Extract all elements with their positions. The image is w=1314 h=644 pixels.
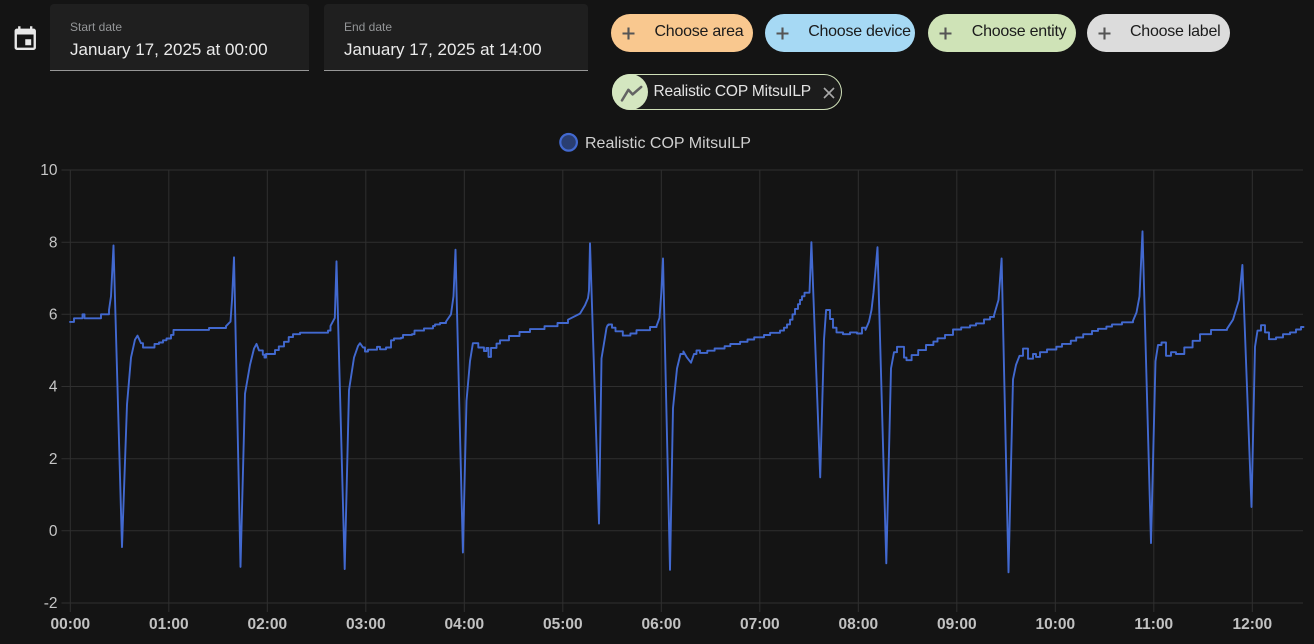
svg-text:05:00: 05:00 [543,616,583,633]
svg-text:09:00: 09:00 [937,616,977,633]
svg-text:00:00: 00:00 [50,616,90,633]
svg-text:12:00: 12:00 [1232,616,1272,633]
svg-text:04:00: 04:00 [444,616,484,633]
svg-text:4: 4 [49,379,58,396]
svg-text:03:00: 03:00 [346,616,386,633]
svg-text:11:00: 11:00 [1134,616,1173,633]
svg-text:01:00: 01:00 [149,616,189,633]
svg-text:02:00: 02:00 [247,616,287,633]
svg-text:10:00: 10:00 [1035,616,1075,633]
svg-text:-2: -2 [44,595,58,612]
svg-text:6: 6 [49,307,58,324]
svg-text:08:00: 08:00 [838,616,878,633]
svg-text:2: 2 [49,451,58,468]
svg-text:10: 10 [40,162,58,179]
svg-text:06:00: 06:00 [641,616,681,633]
svg-text:8: 8 [49,234,58,251]
svg-text:07:00: 07:00 [740,616,780,633]
svg-text:0: 0 [49,523,58,540]
svg-text:Realistic COP MitsuILP: Realistic COP MitsuILP [585,135,751,152]
